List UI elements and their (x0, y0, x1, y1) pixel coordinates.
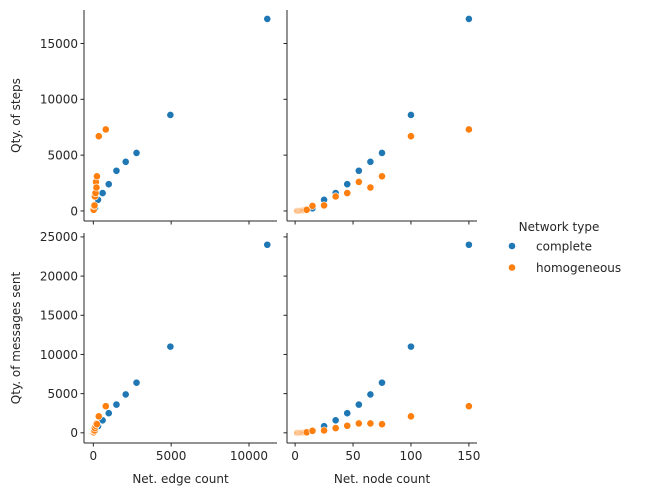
y-tick-label: 0 (70, 426, 78, 440)
y-tick-label: 20000 (40, 269, 78, 283)
axis-labels: Net. edge count Net. node count Qty. of st… (9, 78, 430, 486)
point-homogeneous (93, 420, 101, 429)
legend-marker-homogeneous (508, 263, 516, 272)
legend-marker-complete (508, 242, 516, 250)
point-complete (407, 111, 415, 119)
point-homogeneous (94, 132, 103, 141)
point-homogeneous (378, 420, 386, 429)
x-tick-label: 150 (457, 449, 480, 463)
point-homogeneous (331, 192, 340, 201)
y-tick-label: 5000 (47, 387, 78, 401)
x-tick-label: 100 (400, 449, 423, 463)
x-tick-label: 0 (90, 449, 98, 463)
x-tick-label: 0 (291, 449, 299, 463)
point-homogeneous (354, 178, 363, 186)
legend-label-homogeneous: homogeneous (536, 261, 621, 275)
point-homogeneous (407, 412, 415, 421)
point-complete (104, 180, 113, 189)
point-complete (166, 111, 175, 119)
y-tick-label: 10000 (40, 93, 78, 107)
point-homogeneous (343, 189, 352, 197)
x-tick-label: 5000 (156, 449, 187, 463)
legend-label-complete: complete (536, 240, 592, 254)
point-homogeneous (378, 172, 386, 181)
y-tick-label: 15000 (40, 309, 78, 323)
y-tick-label: 0 (70, 204, 78, 218)
point-complete (98, 189, 107, 197)
point-homogeneous (464, 125, 473, 134)
panels: 0500010000150000500010000150002000025000… (40, 10, 480, 463)
point-homogeneous (308, 426, 317, 435)
point-homogeneous (320, 201, 328, 210)
point-complete (112, 166, 121, 175)
point-complete (354, 166, 363, 175)
point-complete (121, 390, 130, 399)
point-homogeneous (308, 202, 317, 210)
point-complete (464, 15, 473, 23)
y-axis-label: Qty. of messages sent (9, 271, 23, 404)
y-tick-label: 10000 (40, 348, 78, 362)
point-complete (104, 409, 113, 418)
point-homogeneous (302, 205, 311, 214)
point-complete (263, 15, 272, 23)
point-complete (132, 148, 141, 157)
panel-r1-c1: 0 50 100 150 (283, 233, 480, 463)
point-complete (112, 400, 121, 409)
point-homogeneous (320, 426, 328, 435)
point-homogeneous (354, 419, 363, 428)
legend: Network type complete homogeneous (508, 220, 621, 275)
point-homogeneous (101, 125, 110, 134)
point-homogeneous (94, 412, 103, 421)
x-tick-label: 10000 (230, 449, 268, 463)
point-homogeneous (93, 172, 101, 181)
point-homogeneous (366, 419, 375, 428)
panel-r0-c1 (283, 10, 477, 225)
panel-r1-c0: 0 5000 10000 15000 20000 25000 0 5000 10000 (40, 230, 277, 463)
y-tick-label: 15000 (40, 37, 78, 51)
point-homogeneous (464, 402, 473, 411)
point-complete (378, 148, 386, 157)
point-complete (407, 342, 415, 351)
point-homogeneous (366, 183, 375, 192)
point-complete (132, 378, 141, 387)
point-complete (331, 416, 340, 425)
point-complete (464, 240, 473, 249)
x-axis-label: Net. edge count (132, 472, 229, 486)
y-tick-label: 5000 (47, 148, 78, 162)
point-complete (366, 157, 375, 166)
point-complete (354, 400, 363, 409)
point-homogeneous (92, 183, 101, 192)
point-complete (166, 342, 175, 351)
point-homogeneous (90, 201, 99, 210)
panel-r0-c0: 0 5000 10000 15000 (40, 10, 277, 225)
point-complete (343, 409, 352, 418)
point-complete (366, 390, 375, 399)
y-axis-label: Qty. of steps (9, 78, 23, 153)
y-tick-label: 25000 (40, 230, 78, 244)
x-tick-label: 50 (345, 449, 360, 463)
point-complete (121, 157, 130, 166)
point-homogeneous (331, 424, 340, 433)
point-complete (378, 378, 386, 387)
point-complete (263, 240, 272, 249)
point-homogeneous (343, 421, 352, 430)
point-homogeneous (407, 132, 415, 141)
x-axis-label: Net. node count (334, 472, 431, 486)
point-complete (343, 180, 352, 189)
legend-title: Network type (519, 220, 600, 234)
point-homogeneous (101, 402, 110, 411)
